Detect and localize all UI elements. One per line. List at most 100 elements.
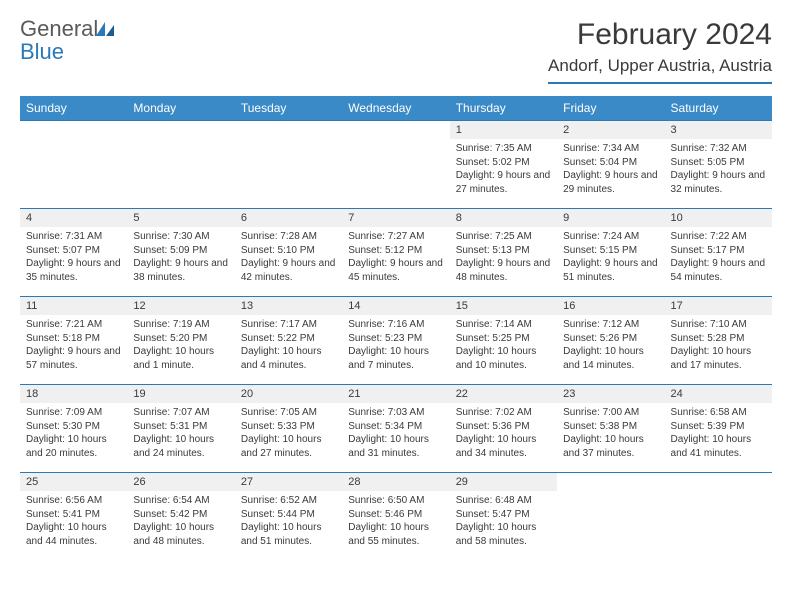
day-number: 6 <box>235 209 342 227</box>
calendar-cell <box>557 473 664 561</box>
day-details: Sunrise: 7:12 AMSunset: 5:26 PMDaylight:… <box>557 315 664 376</box>
calendar-cell: 4Sunrise: 7:31 AMSunset: 5:07 PMDaylight… <box>20 209 127 297</box>
calendar-cell: 1Sunrise: 7:35 AMSunset: 5:02 PMDaylight… <box>450 121 557 209</box>
calendar-cell: 22Sunrise: 7:02 AMSunset: 5:36 PMDayligh… <box>450 385 557 473</box>
calendar-row: 1Sunrise: 7:35 AMSunset: 5:02 PMDaylight… <box>20 121 772 209</box>
calendar-cell: 13Sunrise: 7:17 AMSunset: 5:22 PMDayligh… <box>235 297 342 385</box>
calendar-cell: 14Sunrise: 7:16 AMSunset: 5:23 PMDayligh… <box>342 297 449 385</box>
calendar-cell: 26Sunrise: 6:54 AMSunset: 5:42 PMDayligh… <box>127 473 234 561</box>
calendar-cell: 25Sunrise: 6:56 AMSunset: 5:41 PMDayligh… <box>20 473 127 561</box>
day-number: 24 <box>665 385 772 403</box>
day-number: 21 <box>342 385 449 403</box>
day-number: 5 <box>127 209 234 227</box>
day-number: 1 <box>450 121 557 139</box>
day-number: 10 <box>665 209 772 227</box>
calendar-cell: 24Sunrise: 6:58 AMSunset: 5:39 PMDayligh… <box>665 385 772 473</box>
calendar-cell: 29Sunrise: 6:48 AMSunset: 5:47 PMDayligh… <box>450 473 557 561</box>
calendar-cell: 15Sunrise: 7:14 AMSunset: 5:25 PMDayligh… <box>450 297 557 385</box>
location-text: Andorf, Upper Austria, Austria <box>548 56 772 84</box>
calendar-cell: 28Sunrise: 6:50 AMSunset: 5:46 PMDayligh… <box>342 473 449 561</box>
day-details: Sunrise: 7:16 AMSunset: 5:23 PMDaylight:… <box>342 315 449 376</box>
day-number: 16 <box>557 297 664 315</box>
day-details: Sunrise: 7:10 AMSunset: 5:28 PMDaylight:… <box>665 315 772 376</box>
day-number: 11 <box>20 297 127 315</box>
calendar-cell: 20Sunrise: 7:05 AMSunset: 5:33 PMDayligh… <box>235 385 342 473</box>
logo: GeneralBlue <box>20 18 116 64</box>
logo-text-gray: General <box>20 16 98 41</box>
calendar-row: 25Sunrise: 6:56 AMSunset: 5:41 PMDayligh… <box>20 473 772 561</box>
day-details: Sunrise: 7:34 AMSunset: 5:04 PMDaylight:… <box>557 139 664 200</box>
day-details: Sunrise: 7:31 AMSunset: 5:07 PMDaylight:… <box>20 227 127 288</box>
logo-text-blue: Blue <box>20 39 64 64</box>
day-number: 15 <box>450 297 557 315</box>
day-number: 9 <box>557 209 664 227</box>
calendar-cell <box>127 121 234 209</box>
day-number: 19 <box>127 385 234 403</box>
calendar-cell <box>342 121 449 209</box>
day-details: Sunrise: 7:09 AMSunset: 5:30 PMDaylight:… <box>20 403 127 464</box>
calendar-cell: 23Sunrise: 7:00 AMSunset: 5:38 PMDayligh… <box>557 385 664 473</box>
day-number: 3 <box>665 121 772 139</box>
calendar-cell: 19Sunrise: 7:07 AMSunset: 5:31 PMDayligh… <box>127 385 234 473</box>
day-number: 17 <box>665 297 772 315</box>
calendar-row: 4Sunrise: 7:31 AMSunset: 5:07 PMDaylight… <box>20 209 772 297</box>
calendar-table: SundayMondayTuesdayWednesdayThursdayFrid… <box>20 96 772 561</box>
page-header: GeneralBlue February 2024 Andorf, Upper … <box>20 18 772 84</box>
calendar-cell: 18Sunrise: 7:09 AMSunset: 5:30 PMDayligh… <box>20 385 127 473</box>
day-details: Sunrise: 7:05 AMSunset: 5:33 PMDaylight:… <box>235 403 342 464</box>
day-number: 26 <box>127 473 234 491</box>
calendar-cell: 17Sunrise: 7:10 AMSunset: 5:28 PMDayligh… <box>665 297 772 385</box>
calendar-cell: 16Sunrise: 7:12 AMSunset: 5:26 PMDayligh… <box>557 297 664 385</box>
day-details: Sunrise: 7:35 AMSunset: 5:02 PMDaylight:… <box>450 139 557 200</box>
weekday-header: Monday <box>127 96 234 121</box>
day-details: Sunrise: 7:03 AMSunset: 5:34 PMDaylight:… <box>342 403 449 464</box>
day-details: Sunrise: 6:48 AMSunset: 5:47 PMDaylight:… <box>450 491 557 552</box>
calendar-row: 11Sunrise: 7:21 AMSunset: 5:18 PMDayligh… <box>20 297 772 385</box>
calendar-body: 1Sunrise: 7:35 AMSunset: 5:02 PMDaylight… <box>20 121 772 561</box>
calendar-cell: 6Sunrise: 7:28 AMSunset: 5:10 PMDaylight… <box>235 209 342 297</box>
day-details: Sunrise: 6:50 AMSunset: 5:46 PMDaylight:… <box>342 491 449 552</box>
day-number: 2 <box>557 121 664 139</box>
day-details: Sunrise: 7:19 AMSunset: 5:20 PMDaylight:… <box>127 315 234 376</box>
calendar-cell: 8Sunrise: 7:25 AMSunset: 5:13 PMDaylight… <box>450 209 557 297</box>
day-details: Sunrise: 7:00 AMSunset: 5:38 PMDaylight:… <box>557 403 664 464</box>
day-number: 13 <box>235 297 342 315</box>
calendar-cell <box>235 121 342 209</box>
day-details: Sunrise: 7:24 AMSunset: 5:15 PMDaylight:… <box>557 227 664 288</box>
calendar-cell: 10Sunrise: 7:22 AMSunset: 5:17 PMDayligh… <box>665 209 772 297</box>
calendar-cell: 7Sunrise: 7:27 AMSunset: 5:12 PMDaylight… <box>342 209 449 297</box>
weekday-header: Tuesday <box>235 96 342 121</box>
calendar-cell: 12Sunrise: 7:19 AMSunset: 5:20 PMDayligh… <box>127 297 234 385</box>
calendar-cell: 9Sunrise: 7:24 AMSunset: 5:15 PMDaylight… <box>557 209 664 297</box>
calendar-row: 18Sunrise: 7:09 AMSunset: 5:30 PMDayligh… <box>20 385 772 473</box>
day-number: 27 <box>235 473 342 491</box>
day-number: 7 <box>342 209 449 227</box>
day-details: Sunrise: 7:17 AMSunset: 5:22 PMDaylight:… <box>235 315 342 376</box>
day-details: Sunrise: 7:25 AMSunset: 5:13 PMDaylight:… <box>450 227 557 288</box>
calendar-cell: 3Sunrise: 7:32 AMSunset: 5:05 PMDaylight… <box>665 121 772 209</box>
day-number: 25 <box>20 473 127 491</box>
day-details: Sunrise: 6:56 AMSunset: 5:41 PMDaylight:… <box>20 491 127 552</box>
weekday-header: Saturday <box>665 96 772 121</box>
day-details: Sunrise: 7:32 AMSunset: 5:05 PMDaylight:… <box>665 139 772 200</box>
day-details: Sunrise: 7:14 AMSunset: 5:25 PMDaylight:… <box>450 315 557 376</box>
day-number: 8 <box>450 209 557 227</box>
calendar-cell <box>665 473 772 561</box>
weekday-header: Thursday <box>450 96 557 121</box>
day-number: 20 <box>235 385 342 403</box>
header-right: February 2024 Andorf, Upper Austria, Aus… <box>548 18 772 84</box>
logo-sail-icon <box>96 18 116 40</box>
day-number: 4 <box>20 209 127 227</box>
month-title: February 2024 <box>548 18 772 52</box>
day-details: Sunrise: 6:58 AMSunset: 5:39 PMDaylight:… <box>665 403 772 464</box>
logo-text: GeneralBlue <box>20 18 116 64</box>
weekday-header: Wednesday <box>342 96 449 121</box>
day-details: Sunrise: 7:02 AMSunset: 5:36 PMDaylight:… <box>450 403 557 464</box>
calendar-cell: 21Sunrise: 7:03 AMSunset: 5:34 PMDayligh… <box>342 385 449 473</box>
weekday-row: SundayMondayTuesdayWednesdayThursdayFrid… <box>20 96 772 121</box>
day-details: Sunrise: 6:52 AMSunset: 5:44 PMDaylight:… <box>235 491 342 552</box>
calendar-cell: 2Sunrise: 7:34 AMSunset: 5:04 PMDaylight… <box>557 121 664 209</box>
weekday-header: Friday <box>557 96 664 121</box>
day-number: 29 <box>450 473 557 491</box>
calendar-cell: 11Sunrise: 7:21 AMSunset: 5:18 PMDayligh… <box>20 297 127 385</box>
